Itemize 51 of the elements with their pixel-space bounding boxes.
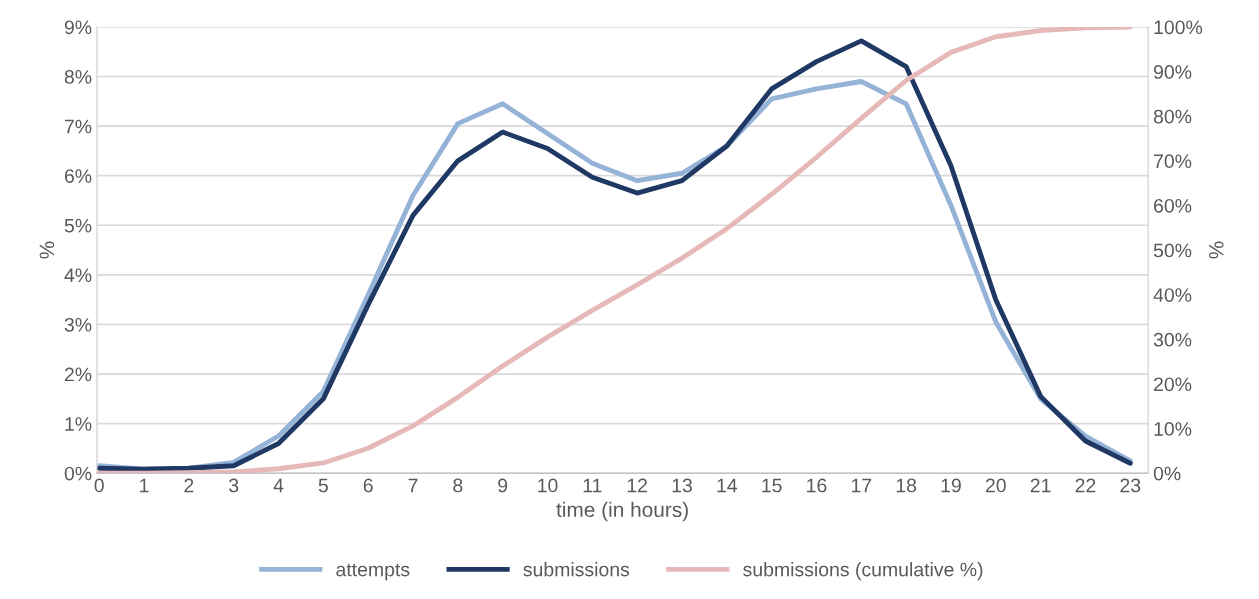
x-tick-label: 1 (140, 478, 149, 493)
y-tick-label: 3% (64, 317, 92, 332)
y-tick-label: 5% (64, 218, 92, 233)
x-tick-label: 13 (672, 478, 692, 493)
legend-label: submissions (523, 562, 630, 577)
y2-axis-title: % (1209, 241, 1224, 259)
y-tick-label: 1% (65, 417, 92, 431)
x-tick-label: 16 (807, 478, 827, 493)
x-tick-label: 4 (273, 478, 284, 493)
x-tick-label: 6 (363, 478, 373, 493)
legend-label: submissions (cumulative %) (743, 562, 983, 581)
x-tick-label: 3 (229, 478, 239, 493)
y2-tick-label: 60% (1154, 198, 1192, 213)
x-tick-label: 23 (1120, 478, 1141, 493)
y2-tick-label: 100% (1154, 20, 1203, 35)
y-tick-label: 7% (64, 119, 92, 134)
x-tick-label: 21 (1030, 478, 1051, 493)
x-tick-label: 0 (94, 478, 104, 493)
y2-tick-label: 50% (1153, 243, 1192, 258)
y2-tick-label: 10% (1154, 422, 1192, 436)
x-tick-label: 20 (985, 478, 1006, 493)
y2-tick-label: 90% (1153, 65, 1192, 79)
x-tick-label: 9 (498, 478, 508, 493)
x-tick-label: 12 (627, 478, 647, 493)
y-tick-label: 8% (64, 70, 92, 84)
x-tick-label: 17 (851, 478, 872, 493)
x-tick-label: 7 (408, 478, 418, 493)
x-tick-label: 2 (184, 478, 194, 493)
x-tick-label: 22 (1075, 478, 1096, 493)
y-tick-label: 6% (64, 169, 92, 183)
legend-label: attempts (336, 563, 410, 581)
y2-tick-label: 40% (1153, 288, 1192, 302)
y2-tick-label: 70% (1154, 154, 1192, 169)
x-tick-label: 11 (583, 478, 602, 493)
y2-tick-label: 80% (1153, 109, 1192, 124)
y-tick-label: 9% (64, 20, 92, 35)
y2-tick-label: 20% (1154, 377, 1192, 392)
x-axis-title: time (in hours) (556, 501, 688, 522)
x-tick-label: 19 (941, 478, 961, 493)
y-axis-title: % (39, 241, 55, 259)
x-tick-label: 10 (538, 478, 558, 493)
x-tick-label: 18 (896, 478, 917, 493)
y2-tick-label: 30% (1153, 332, 1192, 347)
x-tick-label: 14 (717, 478, 738, 493)
x-tick-label: 8 (453, 478, 463, 493)
y-tick-label: 0% (64, 466, 92, 481)
x-tick-label: 5 (318, 478, 328, 493)
x-tick-label: 15 (762, 478, 782, 493)
y-tick-label: 4% (64, 268, 92, 283)
y2-tick-label: 0% (1153, 466, 1181, 481)
y-tick-label: 2% (64, 367, 92, 382)
